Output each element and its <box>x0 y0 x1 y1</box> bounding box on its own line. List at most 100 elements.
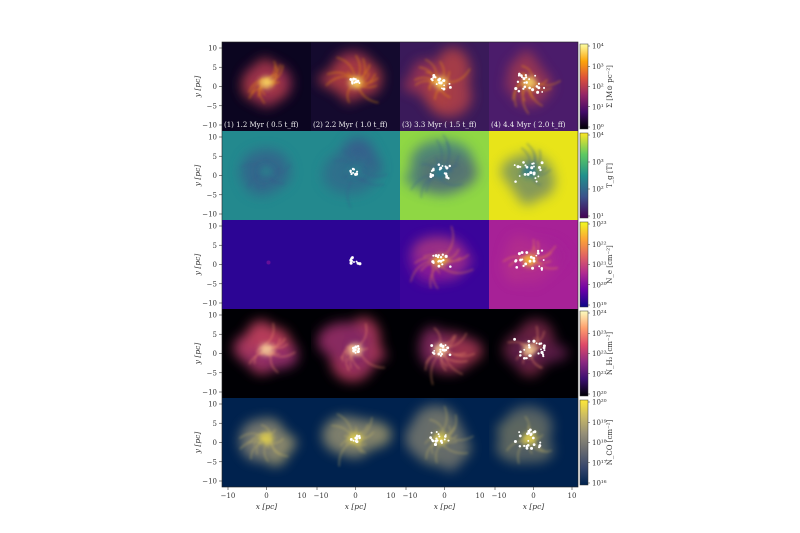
y-tick-label: 0 <box>213 172 217 180</box>
star-particle <box>525 446 529 450</box>
star-particle <box>532 171 536 175</box>
star-particle <box>431 173 435 177</box>
panel-grid-frame <box>221 41 579 488</box>
star-particle <box>540 268 543 271</box>
star-particle <box>439 260 442 263</box>
star-particle <box>529 255 533 259</box>
colorbar-label-2: T_g [T] <box>606 163 614 188</box>
star-particle <box>447 177 450 180</box>
star-particle <box>356 170 359 173</box>
star-particle <box>519 258 522 262</box>
star-particle <box>356 344 360 348</box>
star-particle <box>431 79 434 82</box>
star-particle <box>535 342 538 345</box>
star-particle <box>351 167 355 171</box>
star-particle <box>538 265 541 268</box>
star-particle <box>521 76 524 79</box>
star-particle <box>514 259 518 262</box>
colorbar-tick-label: 10¹ <box>592 103 604 111</box>
star-particle <box>528 259 532 263</box>
star-particle <box>349 437 353 441</box>
star-particle <box>529 171 533 175</box>
star-particle <box>519 350 522 354</box>
star-particle <box>513 439 517 443</box>
y-tick-label: 10 <box>208 223 217 231</box>
star-particle <box>528 428 532 432</box>
star-particle <box>353 261 355 263</box>
colorbar-5 <box>579 399 589 486</box>
star-particle <box>444 165 447 168</box>
panel-row5-col4 <box>489 398 578 487</box>
panel-row2-col3 <box>400 131 489 220</box>
y-tick-label: −5 <box>207 458 217 466</box>
y-tick-label: −5 <box>207 280 217 288</box>
star-particle <box>431 439 435 443</box>
star-particle <box>527 431 531 435</box>
star-particle <box>515 266 519 269</box>
panel-row4-col2 <box>311 309 400 398</box>
colorbar-tick-label: 10¹⁷ <box>592 459 607 467</box>
star-particle <box>531 436 535 440</box>
star-particle <box>444 348 448 352</box>
colorbar-tick-label: 10²¹ <box>592 370 607 378</box>
star-particle <box>532 443 536 447</box>
star-particle <box>437 163 441 166</box>
x-tick-label: −10 <box>403 492 418 500</box>
star-particle <box>523 444 526 448</box>
star-particle <box>439 354 442 357</box>
star-particle <box>527 439 530 442</box>
star-particle <box>514 86 518 91</box>
colorbar-2 <box>579 132 589 219</box>
star-particle <box>357 434 361 438</box>
star-particle <box>536 249 540 253</box>
panel-row4-col3 <box>400 309 489 398</box>
x-tick-label: −10 <box>492 492 507 500</box>
star-particle <box>522 356 526 360</box>
star-particle <box>442 79 446 82</box>
panel-row5-col3 <box>400 398 489 487</box>
star-particle <box>525 81 528 84</box>
star-particle <box>524 262 528 266</box>
star-particle <box>538 445 541 449</box>
star-particle <box>534 177 537 180</box>
star-particle <box>519 354 522 357</box>
star-particle <box>356 262 360 265</box>
colorbar-label-4: N_H₂ [cm⁻²] <box>606 332 614 376</box>
panel-row3-col3 <box>400 220 489 309</box>
star-particle <box>355 437 359 441</box>
colorbar-tick-label: 10² <box>592 186 604 194</box>
x-axis-label: x [pc] <box>256 502 278 511</box>
y-tick-label: 10 <box>208 45 217 53</box>
star-particle <box>440 441 444 444</box>
panel-row4-col4 <box>489 309 578 398</box>
star-particle <box>432 76 435 79</box>
panel-row2-col4 <box>489 131 578 220</box>
star-particle <box>520 251 524 254</box>
star-particle <box>523 172 527 176</box>
star-particle <box>431 260 435 264</box>
star-particle <box>532 430 535 434</box>
y-tick-label: 5 <box>213 420 217 428</box>
panel-caption-1: (1) 1.2 Myr ( 0.5 t_ff) <box>224 121 299 129</box>
panel-row2-col1 <box>222 131 311 220</box>
y-axis-label: y [pc] <box>193 165 202 188</box>
colorbar-label-1: Σ [M⊙ pc⁻²] <box>606 65 614 108</box>
star-particle <box>540 342 543 345</box>
x-axis-label: x [pc] <box>523 502 545 511</box>
star-particle <box>431 351 434 354</box>
star-particle <box>448 82 451 85</box>
panel-caption-3: (3) 3.3 Myr ( 1.5 t_ff) <box>402 121 477 129</box>
colorbar-tick-label: 10² <box>592 83 604 91</box>
star-particle <box>524 164 527 167</box>
star-particle <box>444 434 447 436</box>
panel-row3-col2 <box>311 220 400 309</box>
star-particle <box>539 441 542 444</box>
y-tick-label: 10 <box>208 401 217 409</box>
star-particle <box>523 348 526 351</box>
star-particle <box>439 166 443 170</box>
colorbar-tick-label: 10⁴ <box>592 132 604 140</box>
y-tick-label: 5 <box>213 331 217 339</box>
star-particle <box>349 258 353 262</box>
star-particle <box>354 345 358 349</box>
colorbar-tick-label: 10⁴ <box>592 43 604 51</box>
